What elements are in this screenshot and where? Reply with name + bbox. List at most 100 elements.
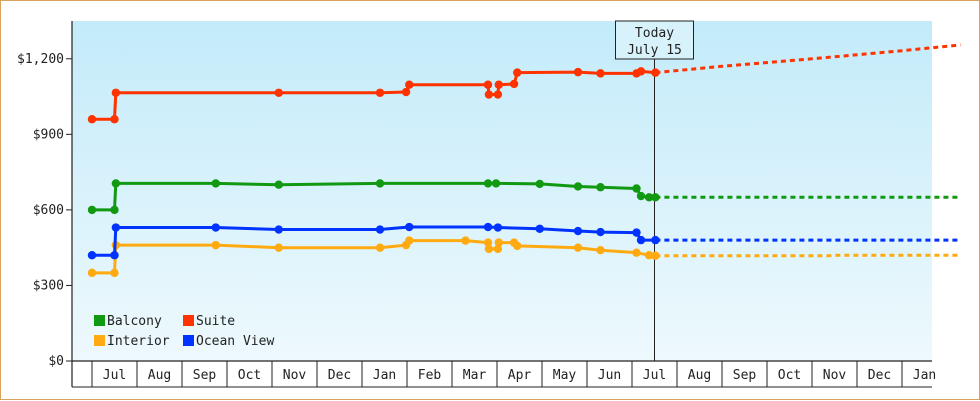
data-point-balcony [110,205,119,215]
data-point-ocean-view [493,223,503,232]
data-point-ocean-view [405,222,414,232]
x-tick-label: Aug [688,368,711,383]
data-point-suite [111,88,121,97]
legend-label-ocean-view: Ocean View [196,334,274,349]
data-point-ocean-view [211,223,220,232]
data-point-suite [513,68,522,77]
series-line-suite [92,69,656,121]
data-point-ocean-view [87,251,97,260]
data-point-suite [636,67,646,76]
data-point-interior [375,243,385,252]
x-tick-label: Oct [238,368,261,383]
x-tick-label: Nov [283,368,307,383]
y-tick-label: $1,200 [17,52,64,67]
x-tick-label: Dec [868,368,891,383]
x-tick-label: Sep [193,368,217,383]
data-point-suite [484,90,494,99]
data-point-suite [401,87,411,97]
data-point-balcony [87,205,97,215]
forecast-line-suite [655,43,961,75]
data-point-interior [211,240,220,250]
data-point-balcony [483,179,493,188]
data-point-interior [644,251,654,260]
x-tick-label: Jan [913,368,936,383]
data-point-balcony [632,184,641,193]
data-point-ocean-view [573,226,583,236]
data-point-interior [484,244,494,254]
x-tick-label: Aug [148,368,171,383]
data-point-interior [87,268,97,278]
data-point-suite [87,115,97,124]
data-point-interior [596,245,605,255]
data-point-ocean-view [111,223,121,232]
legend-swatch-suite [183,315,194,326]
data-point-suite [651,68,660,77]
legend-label-interior: Interior [107,334,170,349]
data-point-interior [632,248,641,257]
y-tick-label: $600 [33,203,64,218]
data-point-ocean-view [636,235,646,245]
data-point-interior [461,236,470,245]
data-point-interior [110,268,119,278]
data-point-balcony [644,193,654,202]
x-tick-label: Sep [733,368,757,383]
data-point-suite [493,90,503,99]
data-point-ocean-view [274,225,283,234]
x-tick-label: Mar [463,368,487,383]
data-point-ocean-view [632,228,641,237]
legend-swatch-ocean-view [183,335,194,346]
x-tick-label: May [553,368,577,383]
data-point-balcony [211,179,220,188]
data-point-balcony [596,183,605,192]
series-layer [87,43,961,278]
legend-swatch-balcony [94,315,105,326]
data-point-balcony [375,179,385,188]
axes: $0 $300 $600 $900 $1,200 Jul Aug Sep Oct Nov Dec Ja… [17,21,936,388]
today-callout-box [615,20,694,60]
legend-label-suite: Suite [196,314,235,329]
data-point-balcony [535,179,544,189]
data-point-balcony [491,179,501,188]
data-point-interior [483,238,493,247]
plot-area [72,21,932,361]
data-point-balcony [636,191,646,201]
data-point-interior [573,243,583,252]
data-point-ocean-view [110,251,119,260]
x-tick-label: Feb [418,368,442,383]
y-tick-label: $900 [33,127,64,142]
data-point-suite [483,80,493,89]
data-point-balcony [651,193,660,202]
x-tick-label: Jul [643,368,666,383]
data-point-ocean-view [651,235,660,245]
data-point-ocean-view [375,225,385,234]
data-point-interior [274,243,283,252]
x-tick-label: Oct [778,368,801,383]
legend-swatch-interior [94,335,105,346]
data-point-suite [596,69,605,78]
data-point-suite [494,80,503,89]
data-point-suite [509,79,519,89]
today-label: Today [635,26,674,41]
x-tick-label: Jan [373,368,396,383]
x-tick-label: Nov [823,368,847,383]
legend-label-balcony: Balcony [107,314,162,329]
data-point-ocean-view [535,224,544,233]
data-point-suite [110,115,119,124]
data-point-interior [405,236,414,245]
y-tick-label: $300 [33,278,64,293]
data-point-suite [274,88,283,97]
data-point-balcony [111,179,121,188]
data-point-ocean-view [483,222,493,232]
x-tick-label: Dec [328,368,351,383]
today-date-label: July 15 [627,43,682,58]
data-point-interior [493,244,503,254]
y-tick-label: $0 [48,354,64,369]
x-tick-label: Jun [598,368,621,383]
data-point-balcony [573,182,583,191]
data-point-suite [573,67,583,77]
data-point-balcony [274,180,283,189]
today-callout: Today July 15 [615,20,694,60]
data-point-interior [651,251,660,260]
